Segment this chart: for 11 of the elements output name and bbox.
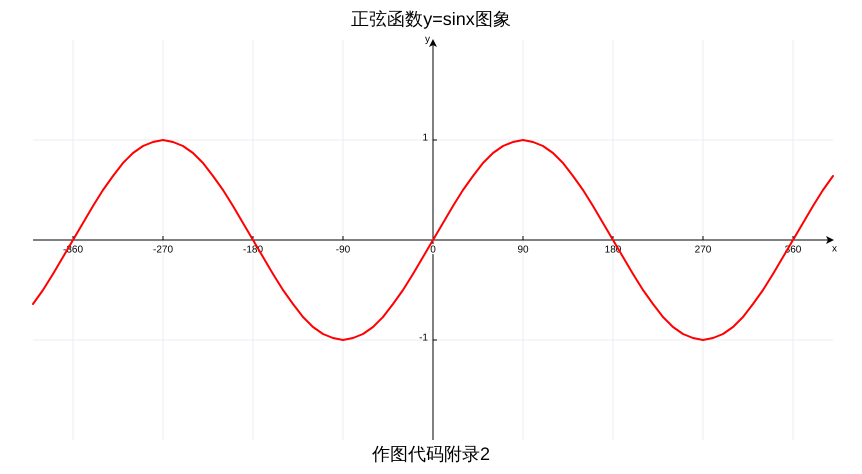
line-series — [32, 139, 834, 341]
text: 作图代码附录2 — [370, 444, 490, 464]
x-tick-label: -90 — [336, 244, 351, 256]
x-tick-label: -270 — [152, 244, 174, 256]
y-tick-label: 1 — [422, 132, 428, 144]
x-tick-label: 90 — [517, 244, 529, 256]
y-tick-label: -1 — [419, 332, 428, 344]
x-axis-title: x — [832, 244, 837, 255]
x-tick-label: 270 — [694, 244, 712, 256]
y-axis-title: y — [425, 34, 430, 45]
chart-title: 正弦函数y=sinx图象 — [351, 8, 511, 29]
